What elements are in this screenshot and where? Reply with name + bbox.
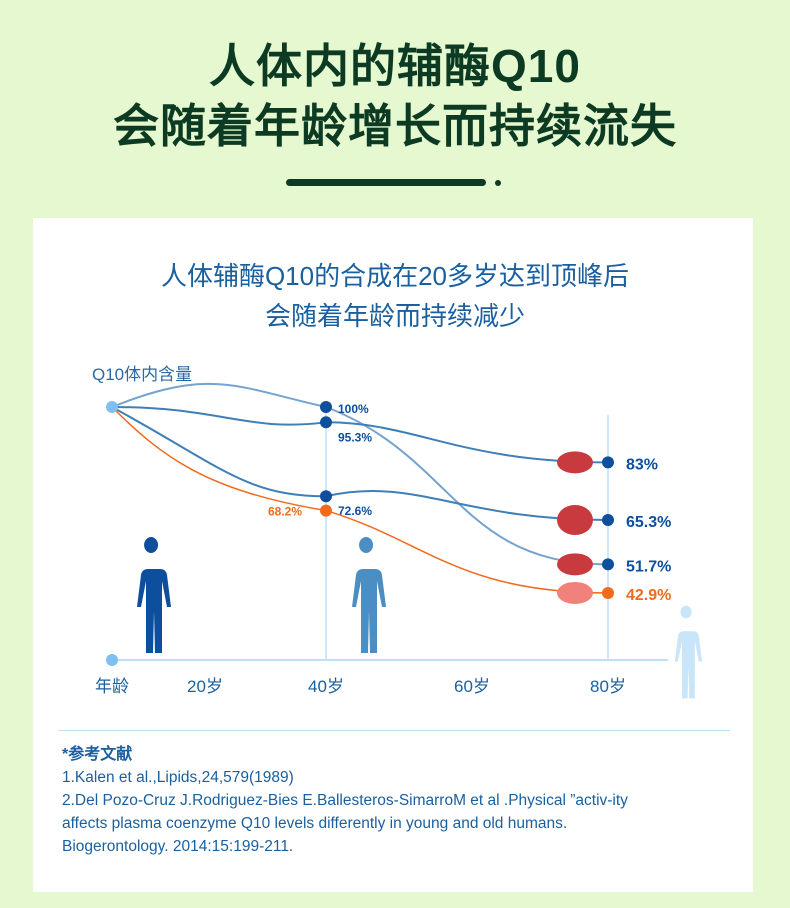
x-axis-label: 年龄 bbox=[95, 677, 129, 696]
references: *参考文献 1.Kalen et al.,Lipids,24,579(1989)… bbox=[62, 743, 628, 858]
data-label-80-series-2: 83% bbox=[626, 456, 658, 473]
divider-bar bbox=[286, 179, 486, 186]
data-label-80-series-3: 65.3% bbox=[626, 514, 671, 531]
data-label-80-series-4: 42.9% bbox=[626, 587, 671, 604]
point-80-series-2 bbox=[602, 456, 614, 469]
axis-origin-point bbox=[106, 654, 118, 666]
point-80-series-3 bbox=[602, 514, 614, 527]
x-tick-3: 80岁 bbox=[590, 677, 626, 696]
data-label-80-series-1: 51.7% bbox=[626, 558, 671, 575]
liver-icon bbox=[557, 451, 593, 474]
divider bbox=[58, 730, 730, 731]
data-label-40-series-3: 72.6% bbox=[338, 504, 372, 518]
references-heading: *参考文献 bbox=[62, 746, 133, 763]
reference-2-line-2: affects plasma coenzyme Q10 levels diffe… bbox=[62, 815, 568, 832]
reference-1: 1.Kalen et al.,Lipids,24,579(1989) bbox=[62, 769, 294, 786]
human-figure-80 bbox=[674, 605, 702, 699]
series-line-1 bbox=[111, 382, 609, 566]
x-tick-1: 40岁 bbox=[308, 677, 344, 696]
headline-line-2: 会随着年龄增长而持续流失 bbox=[113, 100, 677, 152]
data-label-40-series-4: 68.2% bbox=[268, 505, 302, 519]
subtitle-line-2: 会随着年龄而持续减少 bbox=[264, 301, 525, 331]
data-label-40-series-2: 95.3% bbox=[338, 430, 372, 444]
headline-line-1: 人体内的辅酶Q10 bbox=[209, 40, 581, 92]
start-point bbox=[106, 401, 118, 413]
chart-card bbox=[33, 218, 753, 892]
point-40-series-1 bbox=[320, 401, 332, 413]
point-40-series-3 bbox=[320, 490, 332, 503]
point-40-series-2 bbox=[320, 416, 332, 429]
data-label-40-series-1: 100% bbox=[338, 402, 369, 416]
lung-icon bbox=[557, 505, 593, 536]
reference-2-line-3: Biogerontology. 2014:15:199-211. bbox=[62, 838, 294, 855]
x-tick-0: 20岁 bbox=[187, 677, 223, 696]
human-figure-20 bbox=[137, 537, 171, 653]
human-figure-40 bbox=[352, 537, 386, 653]
point-40-series-4 bbox=[320, 504, 332, 517]
point-80-series-4 bbox=[602, 586, 614, 599]
y-axis-label: Q10体内含量 bbox=[92, 365, 193, 384]
pancreas-icon bbox=[557, 581, 593, 604]
reference-2-line-1: 2.Del Pozo-Cruz J.Rodriguez-Bies E.Balle… bbox=[62, 792, 628, 809]
x-tick-2: 60岁 bbox=[454, 677, 490, 696]
point-80-series-1 bbox=[602, 558, 614, 571]
kidney-icon bbox=[557, 553, 593, 576]
subtitle-line-1: 人体辅酶Q10的合成在20多岁达到顶峰后 bbox=[160, 261, 630, 291]
divider-dot bbox=[495, 180, 501, 186]
